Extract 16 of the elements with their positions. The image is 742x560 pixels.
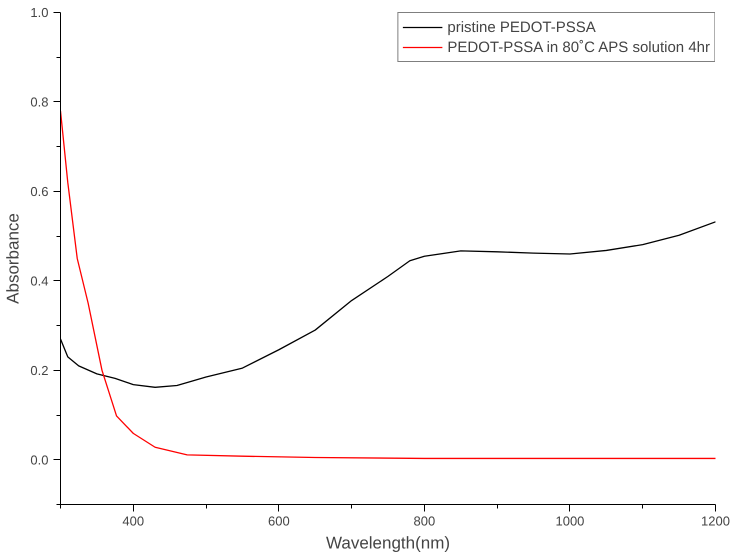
y-tick-label: 0.4	[30, 273, 49, 288]
y-tick-label: 0.8	[30, 94, 49, 110]
line-series	[60, 110, 716, 460]
legend-label: PEDOT-PSSA in 80˚C APS solution 4hr	[447, 38, 710, 57]
x-tick-label: 800	[414, 514, 436, 528]
y-axis-title: Absorbance	[3, 213, 22, 304]
y-tick-label: 0.2	[30, 362, 49, 378]
x-tick-label: 1000	[555, 514, 584, 528]
x-tick-label: 1200	[701, 514, 730, 528]
legend-label: pristine PEDOT-PSSA	[447, 18, 596, 37]
y-tick-label: 0.0	[30, 452, 49, 468]
x-axis-title: Wavelength(nm)	[326, 534, 450, 552]
y-tick-label: 1.0	[30, 5, 49, 20]
y-tick-label: 0.6	[30, 184, 49, 199]
x-tick-label: 400	[122, 514, 144, 528]
x-tick-label: 600	[268, 514, 290, 528]
